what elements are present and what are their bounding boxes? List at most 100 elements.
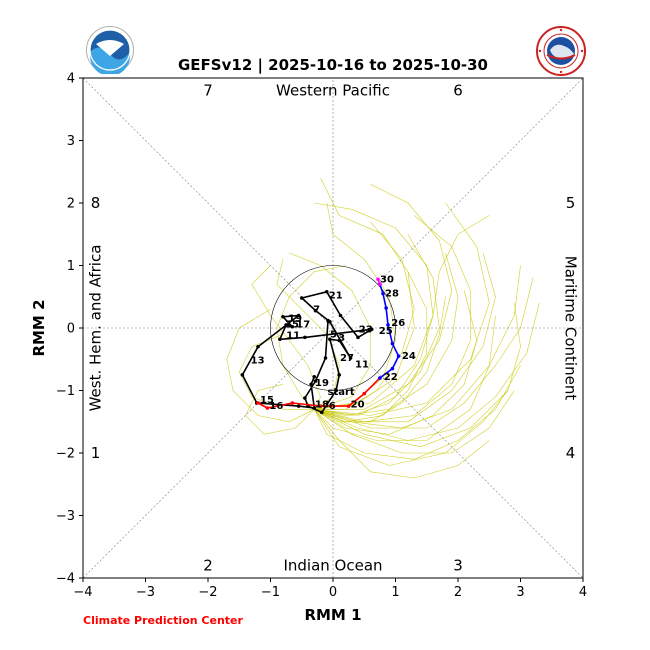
x-tick-label: 2 — [454, 585, 462, 600]
observed-day-label: 5 — [330, 329, 337, 340]
phase-label: 7 — [203, 82, 213, 100]
forecast-day-label: 24 — [402, 351, 416, 362]
observed-point — [348, 356, 353, 360]
observed-point — [334, 388, 338, 393]
phase-label: 6 — [453, 82, 463, 100]
x-axis-label: RMM 1 — [304, 606, 361, 624]
noaa-logo — [86, 26, 134, 74]
unit-circle — [270, 265, 396, 391]
forecast-point — [384, 306, 388, 310]
phase-label: 3 — [453, 557, 463, 575]
observed-day-label: 23 — [359, 324, 373, 335]
forecast-day-label: 26 — [391, 318, 405, 329]
forecast-day-label: 20 — [351, 399, 365, 410]
observed-point — [303, 335, 307, 340]
forecast-point — [378, 282, 382, 287]
ensemble-member-line — [251, 265, 321, 410]
ensemble-member-line — [314, 390, 515, 454]
phase-label: 4 — [566, 444, 576, 462]
ensemble-member-line — [314, 215, 490, 416]
x-tick-label: 3 — [516, 585, 524, 600]
observed-day-label: 13 — [251, 356, 265, 367]
observed-point — [328, 337, 332, 342]
observed-day-label: 15 — [285, 319, 299, 330]
observed-point — [369, 327, 374, 332]
forecast-point — [390, 366, 395, 371]
x-tick-label: 0 — [329, 585, 337, 600]
ensemble-member-line — [314, 177, 415, 410]
region-label-left: West. Hem. and Africa — [87, 245, 105, 412]
observed-point — [296, 404, 301, 408]
observed-point — [328, 319, 332, 324]
observed-point — [313, 308, 318, 313]
observed-point — [281, 314, 285, 319]
observed-point — [299, 296, 304, 300]
observed-day-label: 19 — [288, 314, 302, 325]
y-tick-label: −1 — [56, 384, 75, 399]
observed-day-label: 11 — [355, 359, 369, 370]
observed-point — [319, 410, 324, 415]
y-tick-label: 3 — [67, 134, 75, 149]
ensemble-member-line — [314, 365, 521, 460]
forecast-day-label: 22 — [384, 372, 398, 383]
x-tick-label: 4 — [579, 585, 587, 600]
observed-point — [240, 373, 245, 377]
ensemble-member-line — [314, 202, 490, 416]
forecast-point — [256, 401, 260, 405]
observed-day-label: start — [328, 387, 355, 398]
ensemble-member-line — [314, 202, 434, 410]
y-tick-label: −3 — [56, 509, 75, 524]
observed-point — [313, 379, 318, 383]
forecast-day-label: 30 — [380, 274, 394, 285]
y-axis-label: RMM 2 — [30, 299, 48, 356]
forecast-point — [376, 277, 380, 282]
ensemble-member-line — [314, 234, 440, 416]
observed-day-label: 21 — [329, 291, 343, 302]
x-tick-label: −4 — [73, 585, 92, 600]
x-tick-label: 1 — [391, 585, 399, 600]
observed-point — [323, 356, 328, 360]
observed-day-label: 7 — [313, 304, 320, 315]
region-label-right: Maritime Continent — [562, 256, 580, 401]
ensemble-member-line — [314, 252, 459, 416]
forecast-day-label: 25 — [379, 326, 393, 337]
forecast-point — [386, 323, 390, 327]
ensemble-member-line — [238, 334, 315, 410]
observed-point — [312, 406, 317, 410]
ensemble-member-line — [314, 302, 540, 441]
ensemble-member-line — [314, 409, 490, 479]
phase-label: 5 — [566, 194, 576, 212]
x-tick-label: −2 — [198, 585, 217, 600]
observed-day-label: 18 — [315, 399, 329, 410]
forecast-point — [381, 291, 385, 296]
observed-point — [337, 373, 342, 377]
nws-logo — [536, 26, 586, 76]
observed-day-label: 17 — [296, 319, 310, 330]
observed-point — [356, 335, 360, 340]
observed-day-label: 16 — [269, 401, 283, 412]
observed-point — [296, 313, 301, 318]
region-label-top: Western Pacific — [276, 82, 390, 100]
observed-day-label: 3 — [338, 333, 345, 344]
forecast-point — [290, 401, 295, 405]
observed-point — [338, 313, 343, 318]
observed-day-label: 19 — [315, 378, 329, 389]
observed-day-label: 11 — [286, 331, 300, 342]
chart-title: GEFSv12 | 2025-10-16 to 2025-10-30 — [178, 56, 488, 75]
observed-day-label: 6 — [329, 401, 336, 412]
forecast-point — [362, 391, 367, 396]
observed-day-label: 27 — [340, 353, 354, 364]
observed-point — [337, 338, 342, 343]
ensemble-member-line — [314, 184, 453, 410]
observed-point — [324, 289, 329, 294]
y-tick-label: 2 — [67, 197, 75, 212]
forecast-point — [265, 406, 270, 410]
phase-label: 1 — [91, 444, 101, 462]
y-tick-label: 4 — [67, 72, 75, 87]
y-tick-label: 1 — [67, 259, 75, 274]
y-tick-label: −4 — [56, 572, 75, 587]
ensemble-member-line — [245, 384, 315, 435]
observed-point — [290, 324, 295, 329]
